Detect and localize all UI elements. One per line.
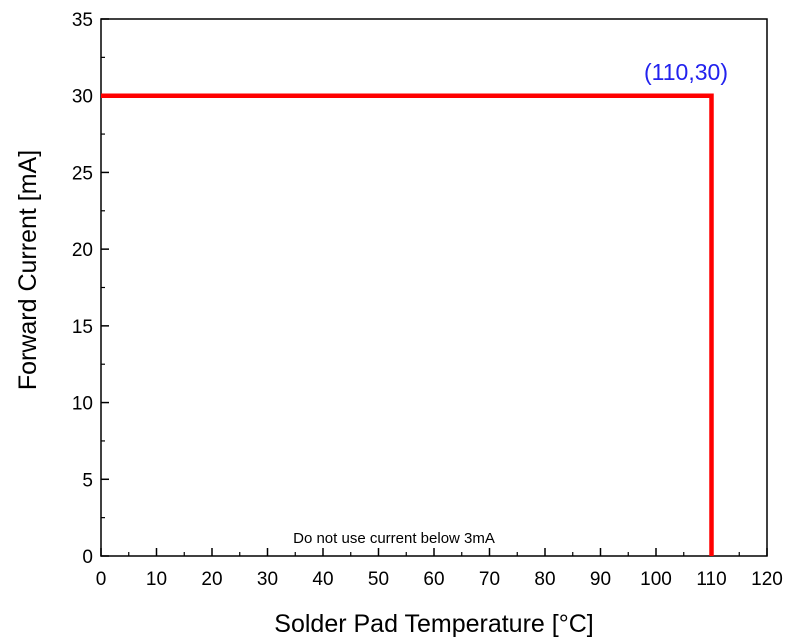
x-axis-ticks: 0 10 20 30 40 50 60 70 80 90 100 110 120 — [96, 548, 783, 590]
x-tick-label: 20 — [201, 569, 222, 590]
y-tick-label: 10 — [72, 394, 93, 415]
x-axis-title: Solder Pad Temperature [°C] — [274, 610, 593, 638]
plot-frame — [100, 18, 768, 557]
y-tick-label: 5 — [82, 470, 93, 491]
x-tick-label: 10 — [146, 569, 167, 590]
x-tick-label: 0 — [96, 569, 107, 590]
y-tick-label: 20 — [72, 240, 93, 261]
x-tick-label: 30 — [257, 569, 278, 590]
y-axis-ticks: 0 5 10 15 20 25 30 35 — [72, 10, 109, 568]
series-line — [101, 93, 714, 556]
point-annotation-label: (110,30) — [644, 59, 728, 85]
x-tick-label: 40 — [312, 569, 333, 590]
x-tick-label: 60 — [423, 569, 444, 590]
minimum-current-note: Do not use current below 3mA — [293, 530, 495, 547]
x-tick-label: 50 — [368, 569, 389, 590]
x-tick-label: 70 — [479, 569, 500, 590]
x-tick-label: 110 — [696, 569, 726, 590]
x-tick-label: 120 — [751, 569, 783, 590]
x-tick-label: 90 — [590, 569, 611, 590]
x-tick-label: 80 — [534, 569, 555, 590]
y-tick-label: 30 — [72, 87, 93, 108]
series-layer — [101, 93, 714, 556]
y-tick-label: 35 — [72, 10, 93, 31]
y-axis-title: Forward Current [mA] — [14, 150, 42, 390]
x-tick-label: 100 — [640, 569, 672, 590]
y-tick-label: 0 — [82, 547, 93, 568]
y-tick-label: 15 — [72, 317, 93, 338]
y-tick-label: 25 — [72, 163, 93, 184]
